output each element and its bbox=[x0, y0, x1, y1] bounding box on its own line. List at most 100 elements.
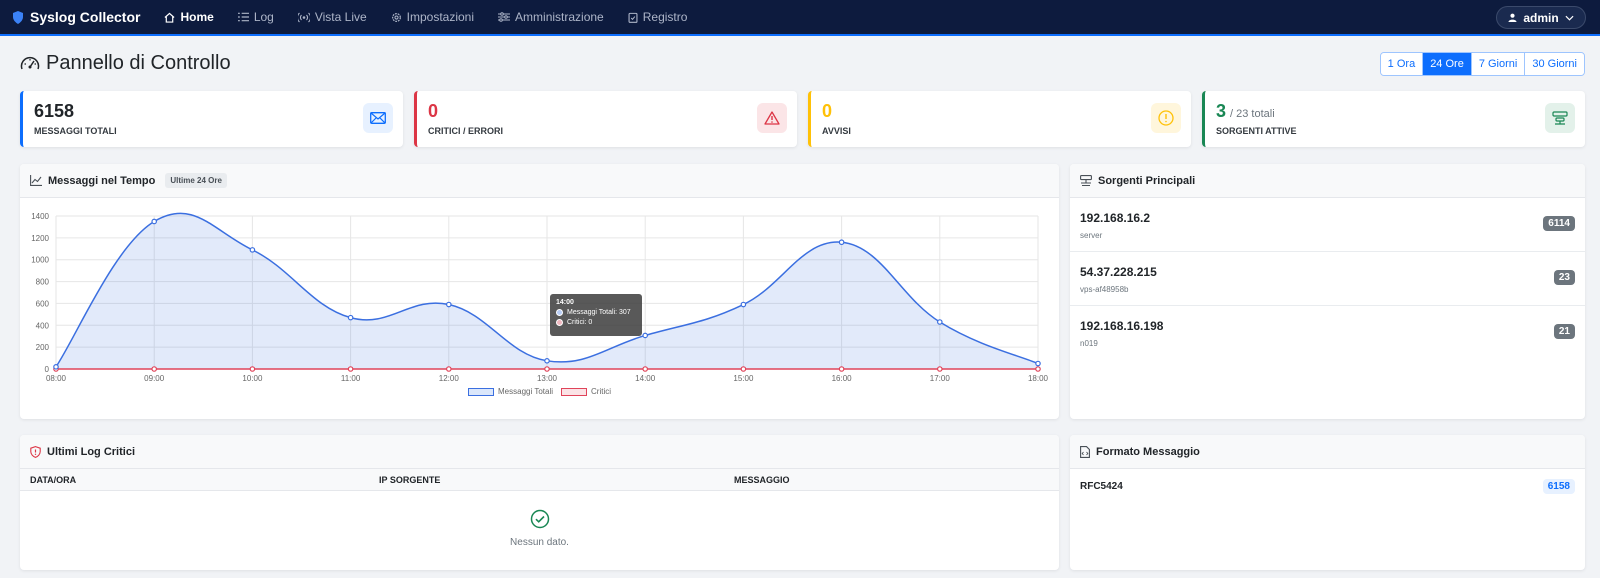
nav-amministrazione-label: Amministrazione bbox=[515, 10, 604, 24]
stat-value: 0 bbox=[822, 101, 833, 121]
panel-header: Messaggi nel Tempo Ultime 24 Ore bbox=[20, 164, 1059, 198]
panel-title: Ultimi Log Critici bbox=[47, 445, 135, 458]
legend-item-total[interactable]: Messaggi Totali bbox=[468, 387, 553, 396]
source-count-badge: 21 bbox=[1553, 324, 1575, 339]
panel-header: Formato Messaggio bbox=[1070, 435, 1585, 469]
x-tick-label: 18:00 bbox=[1028, 374, 1049, 383]
panel-title: Sorgenti Principali bbox=[1098, 174, 1196, 187]
range-1h-button[interactable]: 1 Ora bbox=[1380, 53, 1424, 75]
nav-log-label: Log bbox=[253, 10, 274, 24]
stat-card-active-sources: 3/ 23 totali SORGENTI ATTIVE bbox=[1202, 91, 1585, 147]
legend-swatch bbox=[561, 387, 587, 396]
brand[interactable]: Syslog Collector bbox=[12, 9, 140, 25]
column-header-message[interactable]: MESSAGGIO bbox=[734, 475, 790, 485]
x-tick-label: 09:00 bbox=[144, 374, 165, 383]
empty-text: Nessun dato. bbox=[510, 537, 569, 548]
source-row[interactable]: 192.168.16.198 n019 21 bbox=[1070, 306, 1585, 360]
data-point-critici bbox=[544, 366, 550, 372]
source-row[interactable]: 54.37.228.215 vps-af48958b 23 bbox=[1070, 252, 1585, 306]
nav-registro[interactable]: Registro bbox=[628, 10, 688, 24]
source-ip: 192.168.16.2 bbox=[1080, 211, 1151, 225]
x-tick-label: 16:00 bbox=[832, 374, 853, 383]
chart-tooltip: 14:00 Messaggi Totali: 307 Critici: 0 bbox=[550, 294, 642, 336]
server-icon bbox=[1545, 103, 1575, 133]
shield-icon bbox=[13, 10, 23, 24]
range-30d-button[interactable]: 30 Giorni bbox=[1525, 53, 1584, 75]
file-code-icon bbox=[1080, 445, 1090, 458]
data-point-messaggi-totali bbox=[347, 314, 354, 321]
data-point-critici bbox=[249, 366, 256, 372]
table-header: DATA/ORA IP SORGENTE MESSAGGIO bbox=[20, 469, 1059, 491]
source-host: server bbox=[1080, 231, 1103, 240]
stat-label: CRITICI / ERRORI bbox=[428, 126, 504, 136]
panel-title: Messaggi nel Tempo bbox=[48, 174, 156, 187]
y-tick-label: 200 bbox=[36, 343, 50, 352]
data-point-messaggi-totali bbox=[740, 301, 747, 308]
tooltip-dot bbox=[556, 319, 563, 326]
nav-log[interactable]: Log bbox=[237, 10, 274, 24]
stat-card-warnings: 0 AVVISI bbox=[808, 91, 1191, 147]
navbar: Syslog Collector Home Log Vista Live Imp… bbox=[0, 0, 1600, 36]
stat-label: MESSAGGI TOTALI bbox=[34, 126, 117, 136]
messages-chart-panel: Messaggi nel Tempo Ultime 24 Ore 0 200 400… bbox=[20, 164, 1059, 419]
line-chart-icon bbox=[30, 175, 42, 186]
hdd-network-icon bbox=[1080, 175, 1092, 186]
stat-label: AVVISI bbox=[822, 126, 851, 136]
user-menu-button[interactable]: admin bbox=[1496, 6, 1586, 29]
series-area-messaggi-totali bbox=[56, 213, 1038, 369]
legend-item-critical[interactable]: Critici bbox=[561, 387, 611, 396]
data-point-critici bbox=[445, 366, 452, 372]
data-point-critici bbox=[740, 366, 747, 372]
page-title: Pannello di Controllo bbox=[20, 52, 231, 75]
format-row: RFC5424 6158 bbox=[1080, 479, 1575, 494]
data-point-critici bbox=[838, 366, 845, 372]
column-header-datetime[interactable]: DATA/ORA bbox=[30, 475, 77, 485]
nav-home-label: Home bbox=[180, 10, 214, 24]
legend-swatch bbox=[468, 387, 494, 396]
y-tick-label: 400 bbox=[36, 321, 50, 330]
source-ip: 192.168.16.198 bbox=[1080, 319, 1164, 333]
source-ip: 54.37.228.215 bbox=[1080, 265, 1157, 279]
data-point-messaggi-totali bbox=[544, 358, 550, 364]
nav-impostazioni[interactable]: Impostazioni bbox=[391, 10, 474, 24]
data-point-messaggi-totali bbox=[53, 364, 59, 370]
source-count-badge: 23 bbox=[1553, 270, 1575, 285]
nav-amministrazione[interactable]: Amministrazione bbox=[498, 10, 604, 24]
column-header-source-ip[interactable]: IP SORGENTE bbox=[379, 475, 441, 485]
data-point-messaggi-totali bbox=[445, 301, 452, 308]
brand-label: Syslog Collector bbox=[30, 9, 141, 25]
messages-line-chart[interactable]: 0 200 400 600 800 1000 1200 1400 08:00 09:00 10:00… bbox=[20, 198, 1059, 419]
range-7d-button[interactable]: 7 Giorni bbox=[1471, 53, 1526, 75]
y-tick-label: 0 bbox=[45, 365, 50, 374]
tooltip-title: 14:00 bbox=[556, 299, 574, 306]
source-host: n019 bbox=[1080, 339, 1098, 348]
range-24h-button[interactable]: 24 Ore bbox=[1423, 53, 1472, 75]
x-tick-label: 08:00 bbox=[46, 374, 67, 383]
x-tick-label: 10:00 bbox=[242, 374, 263, 383]
stat-value-wrap: 3/ 23 totali bbox=[1216, 101, 1275, 122]
y-tick-label: 1200 bbox=[31, 234, 49, 243]
clipboard-icon bbox=[628, 12, 638, 23]
nav-home[interactable]: Home bbox=[164, 10, 214, 24]
stat-sub: / 23 totali bbox=[1230, 108, 1275, 120]
source-row[interactable]: 192.168.16.2 server 6114 bbox=[1070, 198, 1585, 252]
stat-label: SORGENTI ATTIVE bbox=[1216, 126, 1297, 136]
data-point-critici bbox=[936, 366, 943, 372]
x-tick-label: 13:00 bbox=[537, 374, 558, 383]
shield-exclamation-icon bbox=[30, 445, 41, 458]
nav-registro-label: Registro bbox=[642, 10, 688, 24]
x-tick-label: 14:00 bbox=[635, 374, 656, 383]
critical-logs-panel: Ultimi Log Critici DATA/ORA IP SORGENTE … bbox=[20, 435, 1059, 570]
chevron-down-icon bbox=[1565, 15, 1574, 21]
stat-value: 6158 bbox=[34, 101, 75, 121]
broadcast-icon bbox=[297, 12, 310, 22]
data-point-messaggi-totali bbox=[838, 239, 845, 246]
tooltip-line: Critici: 0 bbox=[567, 319, 593, 326]
nav-vista-live[interactable]: Vista Live bbox=[297, 10, 367, 24]
sliders-icon bbox=[498, 12, 511, 22]
time-range-selector: 1 Ora 24 Ore 7 Giorni 30 Giorni bbox=[1379, 52, 1585, 76]
y-tick-label: 1400 bbox=[31, 212, 49, 221]
stat-value: 0 bbox=[428, 101, 439, 121]
nav-vista-live-label: Vista Live bbox=[314, 10, 367, 24]
page-title-text: Pannello di Controllo bbox=[46, 52, 231, 74]
